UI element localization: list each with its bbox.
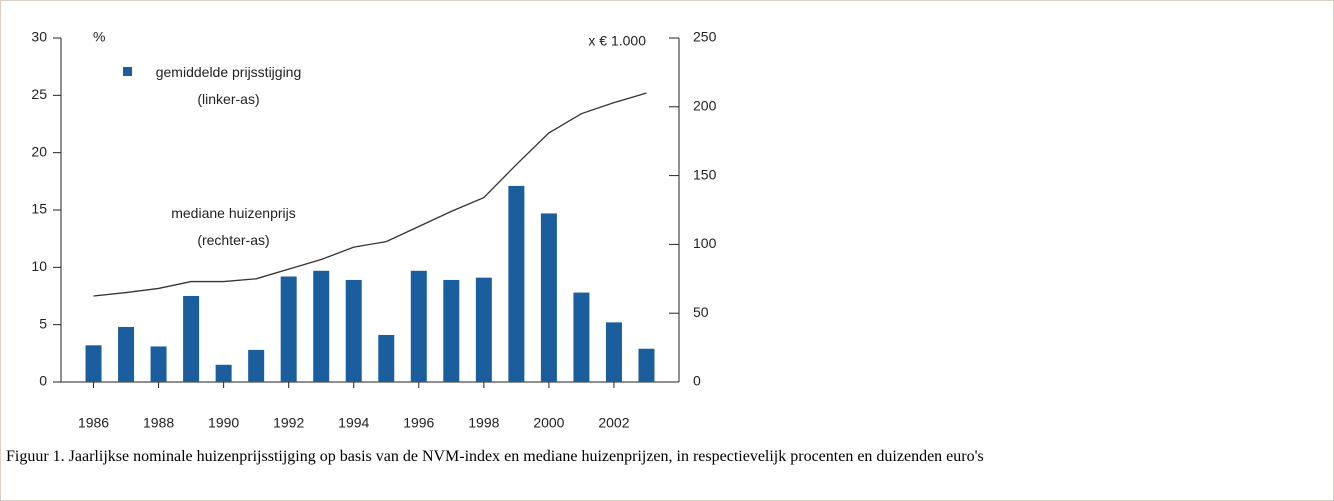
- bar: [345, 279, 362, 382]
- y-tick-label: 0: [39, 373, 47, 389]
- x-tick-label: 1998: [468, 415, 499, 431]
- line-label: mediane huizenprijs (rechter-as): [171, 205, 296, 248]
- bar: [410, 270, 427, 382]
- y2-tick-label: 0: [693, 373, 701, 389]
- bar: [183, 296, 200, 382]
- y-tick-label: 20: [31, 143, 47, 159]
- y2-tick-label: 250: [693, 29, 717, 45]
- y-tick-label: 15: [31, 201, 47, 217]
- y2-tick-label: 50: [693, 304, 709, 320]
- bar: [215, 364, 232, 382]
- y2-tick-label: 150: [693, 166, 717, 182]
- x-tick-label: 1994: [338, 415, 369, 431]
- bar: [85, 345, 102, 382]
- y-tick-label: 25: [31, 86, 47, 102]
- bar: [313, 270, 330, 382]
- y2-tick-label: 200: [693, 98, 717, 114]
- bar: [605, 322, 622, 382]
- x-tick-label: 1996: [403, 415, 434, 431]
- bar: [280, 276, 297, 382]
- y-tick-label: 5: [39, 315, 47, 331]
- bar: [118, 326, 135, 382]
- y2-tick-label: 100: [693, 235, 717, 251]
- y-axis-label: %: [93, 29, 105, 45]
- bar: [150, 346, 167, 382]
- x-tick-label: 1990: [208, 415, 239, 431]
- caption: Figuur 1. Jaarlijkse nominale huizenprij…: [6, 448, 984, 465]
- line: [93, 92, 647, 297]
- x-tick-label: 2002: [598, 415, 629, 431]
- y-tick-label: 10: [31, 258, 47, 274]
- bar: [638, 348, 655, 382]
- chart: % x € 1.000 0 5 10 15 20 25 30 0 50 100 150 200 250 198…: [31, 29, 717, 431]
- bar: [508, 185, 525, 382]
- y-tick-label: 30: [31, 29, 47, 45]
- x-tick-label: 2000: [533, 415, 564, 431]
- legend: [123, 59, 313, 86]
- bar: [378, 334, 395, 382]
- bar: [248, 349, 265, 382]
- legend-label: gemiddelde prijsstijging (linker-as): [155, 64, 302, 107]
- bar: [573, 292, 590, 382]
- x-tick-label: 1988: [143, 415, 174, 431]
- bar: [443, 279, 460, 382]
- legend-swatch: [123, 67, 132, 76]
- bar: [475, 277, 492, 382]
- bar: [540, 213, 557, 382]
- x-tick-label: 1986: [78, 415, 109, 431]
- y2-axis-label: x € 1.000: [588, 33, 646, 49]
- x-tick-label: 1992: [273, 415, 304, 431]
